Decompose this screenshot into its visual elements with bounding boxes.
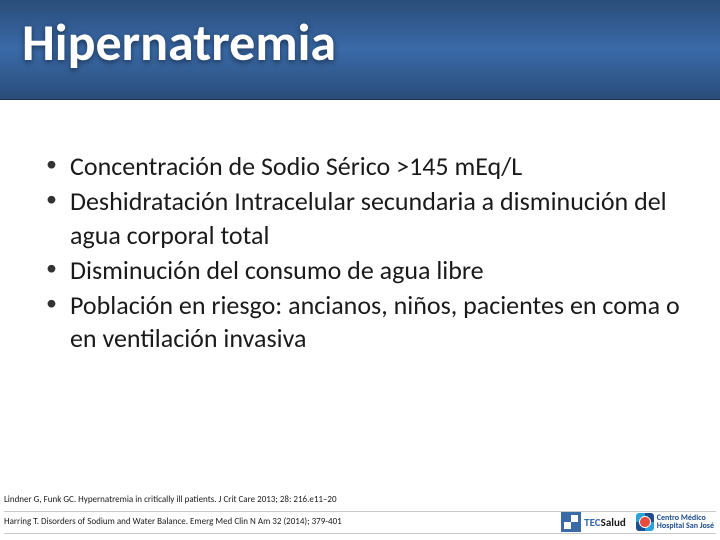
slide: Hipernatremia Concentración de Sodio Sér… (0, 0, 720, 540)
logo-group: TECSalud Centro Médico Hospital San José (557, 512, 714, 532)
list-item: Concentración de Sodio Sérico >145 mEq/L (40, 150, 680, 183)
slide-title: Hipernatremia (22, 10, 336, 74)
reference-line: Lindner G, Funk GC. Hypernatremia in cri… (4, 490, 716, 512)
tecsalud-label: TECSalud (584, 516, 626, 529)
list-item: Disminución del consumo de agua libre (40, 254, 680, 287)
bullet-list: Concentración de Sodio Sérico >145 mEq/L… (40, 150, 680, 356)
hospital-label: Centro Médico Hospital San José (657, 514, 714, 530)
hospital-line2: Hospital San José (657, 522, 714, 530)
tecsalud-icon (561, 512, 581, 532)
tec-label-b: Salud (601, 516, 626, 529)
tecsalud-logo: TECSalud (561, 512, 626, 532)
slide-body: Concentración de Sodio Sérico >145 mEq/L… (40, 150, 680, 358)
hospital-icon (636, 513, 654, 531)
tec-label-a: TEC (584, 516, 600, 529)
list-item: Deshidratación Intracelular secundaria a… (40, 185, 680, 252)
list-item: Población en riesgo: ancianos, niños, pa… (40, 289, 680, 356)
hospital-logo: Centro Médico Hospital San José (636, 513, 714, 531)
